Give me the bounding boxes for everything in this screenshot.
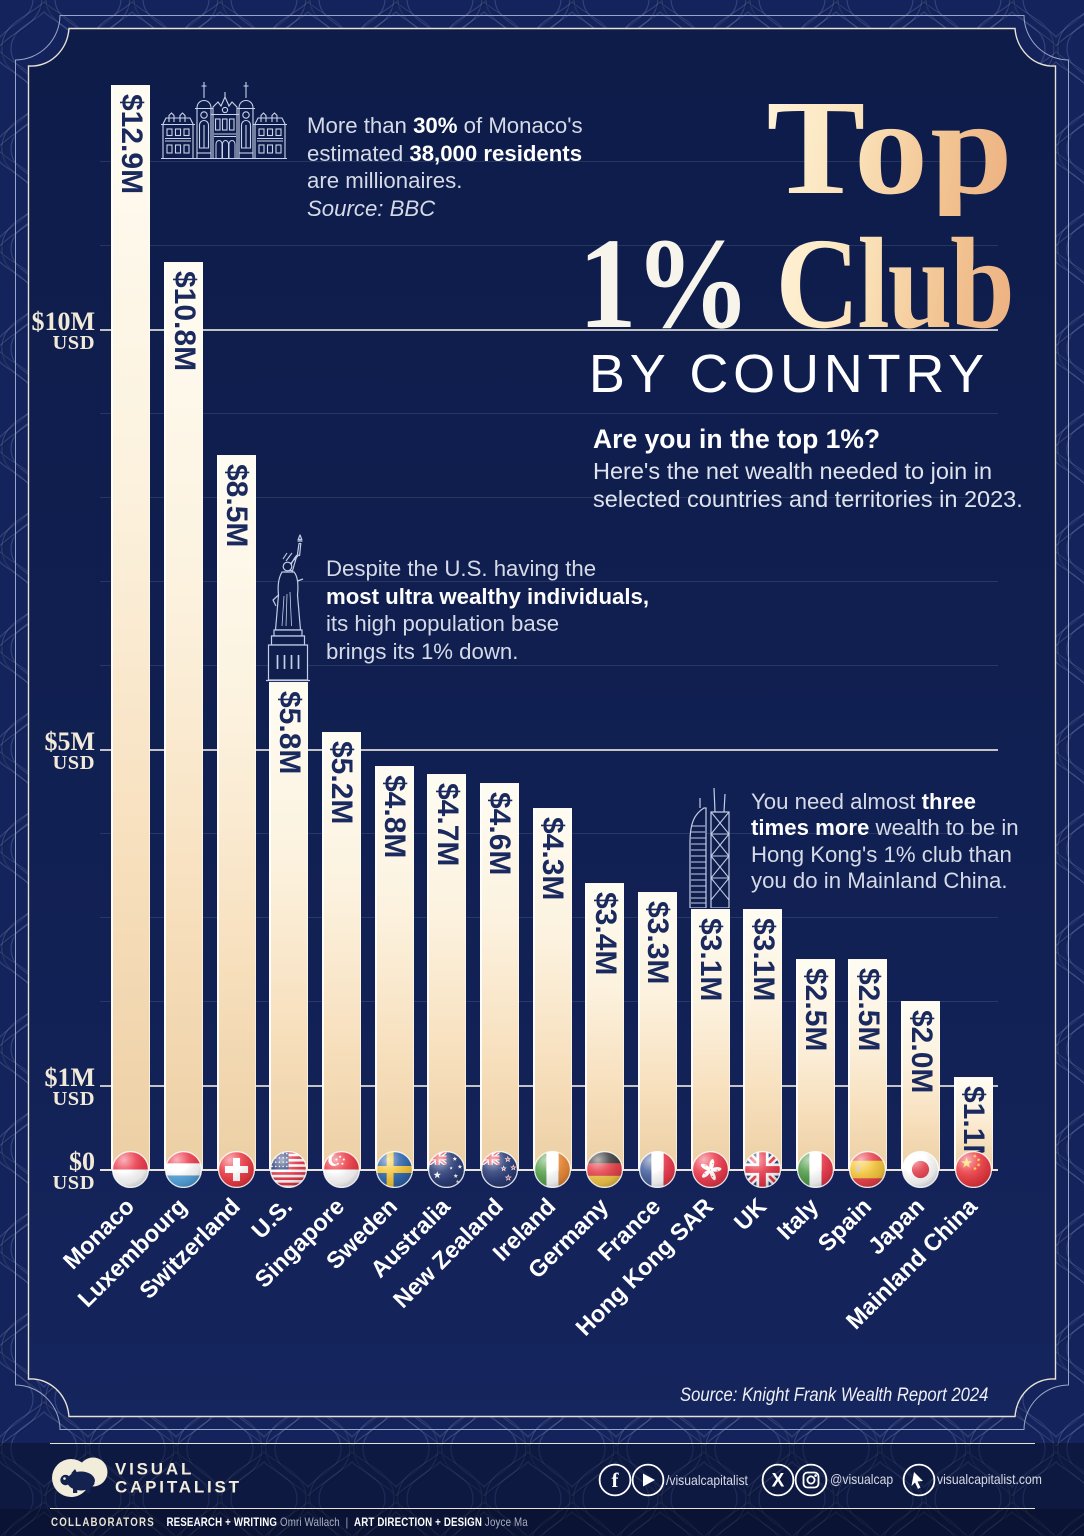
svg-text:VISUAL: VISUAL bbox=[115, 1460, 194, 1479]
svg-text:CAPITALIST: CAPITALIST bbox=[115, 1478, 242, 1497]
svg-text:f: f bbox=[612, 1468, 620, 1492]
svg-text:X: X bbox=[772, 1471, 785, 1492]
